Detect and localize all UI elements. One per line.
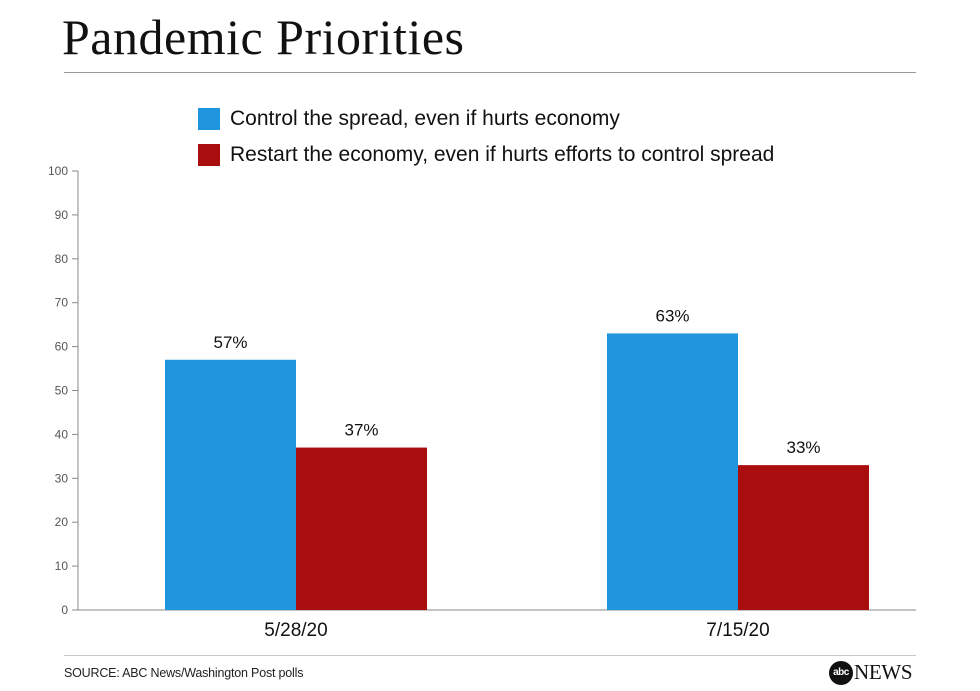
y-tick-label: 60 bbox=[55, 340, 69, 354]
legend-label-restart-economy: Restart the economy, even if hurts effor… bbox=[230, 143, 775, 166]
x-category-label: 7/15/20 bbox=[706, 620, 769, 641]
bar-control-spread-1 bbox=[165, 359, 296, 610]
bar-chart: 0 10 20 30 40 50 60 70 80 90 100 57% 37% 5/28/20 63% 33… bbox=[48, 164, 916, 641]
y-tick-label: 100 bbox=[48, 164, 68, 178]
bar-control-spread-2 bbox=[607, 333, 738, 610]
title-divider bbox=[64, 72, 916, 73]
chart-title: Pandemic Priorities bbox=[62, 9, 465, 65]
y-tick-label: 0 bbox=[61, 603, 68, 617]
legend-swatch-red bbox=[198, 144, 220, 166]
legend-item-control-spread: Control the spread, even if hurts econom… bbox=[198, 106, 774, 132]
y-tick-label: 10 bbox=[55, 559, 69, 573]
y-tick-label: 40 bbox=[55, 427, 69, 441]
legend-swatch-blue bbox=[198, 108, 220, 130]
bar-restart-economy-1 bbox=[296, 447, 427, 610]
data-label: 33% bbox=[786, 438, 820, 457]
footer-divider bbox=[64, 655, 916, 656]
legend: Control the spread, even if hurts econom… bbox=[198, 106, 774, 178]
data-label: 37% bbox=[344, 421, 378, 440]
y-tick-label: 20 bbox=[55, 515, 69, 529]
abc-logo-icon: abc bbox=[829, 660, 853, 685]
source-note: SOURCE: ABC News/Washington Post polls bbox=[64, 666, 304, 680]
y-tick-label: 90 bbox=[55, 208, 69, 222]
y-tick-label: 80 bbox=[55, 252, 69, 266]
legend-item-restart-economy: Restart the economy, even if hurts effor… bbox=[198, 142, 774, 168]
abc-news-logo: abc NEWS bbox=[829, 660, 913, 685]
data-label: 57% bbox=[213, 333, 247, 352]
y-tick-label: 70 bbox=[55, 296, 69, 310]
bar-restart-economy-2 bbox=[738, 465, 869, 610]
legend-label-control-spread: Control the spread, even if hurts econom… bbox=[230, 107, 620, 130]
x-category-label: 5/28/20 bbox=[264, 620, 327, 641]
y-tick-label: 50 bbox=[55, 384, 69, 398]
data-label: 63% bbox=[655, 306, 689, 325]
news-wordmark: NEWS bbox=[854, 660, 913, 684]
y-tick-label: 30 bbox=[55, 471, 69, 485]
